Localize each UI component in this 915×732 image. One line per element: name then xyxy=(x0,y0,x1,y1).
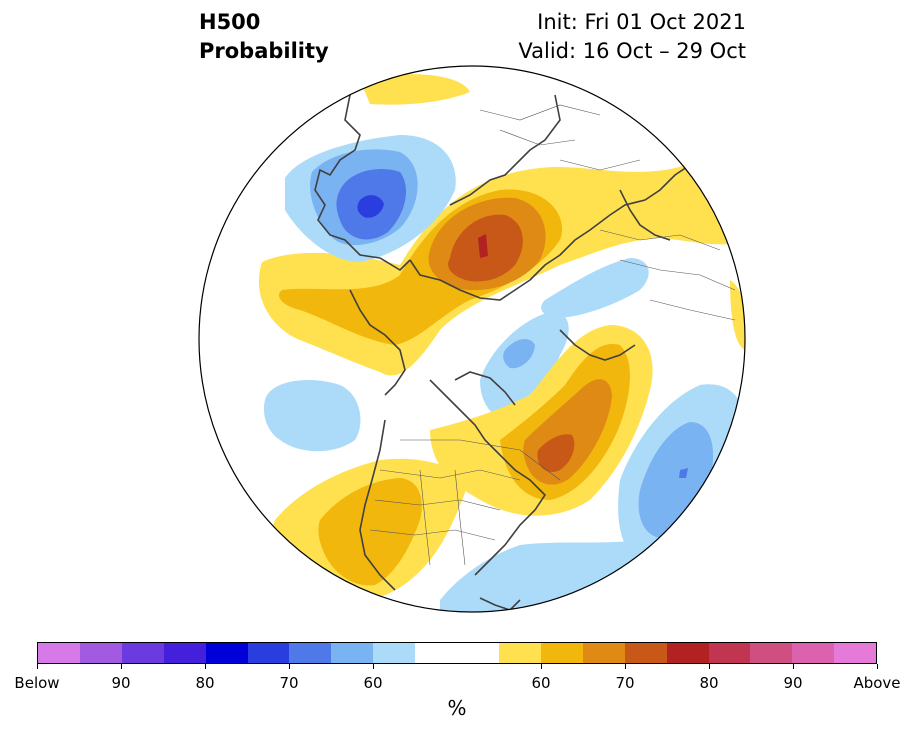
colorbar-segment xyxy=(624,643,667,663)
colorbar-tick xyxy=(624,664,626,669)
map-title: H500 Probability xyxy=(199,8,329,66)
anomaly-below-arctic-60 xyxy=(503,338,535,369)
date-info: Init: Fri 01 Oct 2021 Valid: 16 Oct – 29… xyxy=(518,8,746,66)
borders xyxy=(369,104,736,566)
anomaly-below-pacific-80 xyxy=(357,195,384,218)
anomaly-below-arctic xyxy=(480,311,569,421)
colorbar-segment xyxy=(708,643,751,663)
colorbar-tick-label: 60 xyxy=(363,674,383,692)
colorbar-tick-label: 90 xyxy=(783,674,803,692)
anomaly-below-scandinavia xyxy=(541,258,649,318)
colorbar-tick-label: Below xyxy=(14,674,60,692)
colorbar-tick-label: 70 xyxy=(279,674,299,692)
colorbar-segment xyxy=(498,643,541,663)
colorbar-segment xyxy=(666,643,709,663)
colorbar-segment xyxy=(79,643,122,663)
colorbar xyxy=(37,642,877,664)
colorbar-segment xyxy=(38,643,80,663)
globe-outline xyxy=(198,65,746,613)
colorbar-tick-label: 60 xyxy=(531,674,551,692)
valid-period: Valid: 16 Oct – 29 Oct xyxy=(518,39,746,63)
title-line-1: H500 xyxy=(199,10,261,34)
colorbar-segment xyxy=(834,643,877,663)
colorbar-segment xyxy=(415,643,458,663)
colorbar-tick xyxy=(876,664,878,669)
colorbar-tick xyxy=(540,664,542,669)
colorbar-tick xyxy=(708,664,710,669)
colorbar-segment xyxy=(163,643,206,663)
colorbar-segment xyxy=(331,643,374,663)
init-date: Init: Fri 01 Oct 2021 xyxy=(537,10,746,34)
colorbar-tick xyxy=(36,664,38,669)
colorbar-tick-label: 80 xyxy=(195,674,215,692)
title-line-2: Probability xyxy=(199,39,329,63)
colorbar-segment xyxy=(792,643,835,663)
colorbar-segment xyxy=(247,643,290,663)
colorbar-segment xyxy=(457,643,499,663)
anomaly-above-siberia-max xyxy=(478,234,488,258)
colorbar-segment xyxy=(582,643,625,663)
colorbar-tick-label: 80 xyxy=(699,674,719,692)
colorbar-segment xyxy=(373,643,416,663)
polar-map xyxy=(198,65,746,613)
colorbar-tick xyxy=(120,664,122,669)
colorbar-tick-label: 70 xyxy=(615,674,635,692)
colorbar-segment xyxy=(121,643,164,663)
anomaly-above-atlantic-80 xyxy=(537,434,575,472)
anomaly-above-arctic-top xyxy=(360,74,470,105)
colorbar-segment xyxy=(205,643,248,663)
colorbar-tick xyxy=(204,664,206,669)
colorbar-segment xyxy=(750,643,793,663)
colorbar-tick xyxy=(372,664,374,669)
colorbar-segment xyxy=(289,643,332,663)
anomaly-below-nepacific xyxy=(263,380,361,452)
anomaly-below-natlantic-70 xyxy=(679,468,688,478)
colorbar-tick xyxy=(288,664,290,669)
colorbar-tick-label: Above xyxy=(853,674,901,692)
anomaly-above-europe xyxy=(730,280,745,350)
colorbar-tick xyxy=(792,664,794,669)
colorbar-segment xyxy=(540,643,583,663)
anomaly-above-namerica-60 xyxy=(318,478,422,586)
colorbar-unit: % xyxy=(447,696,467,720)
coastlines xyxy=(314,69,691,611)
colorbar-tick-label: 90 xyxy=(111,674,131,692)
